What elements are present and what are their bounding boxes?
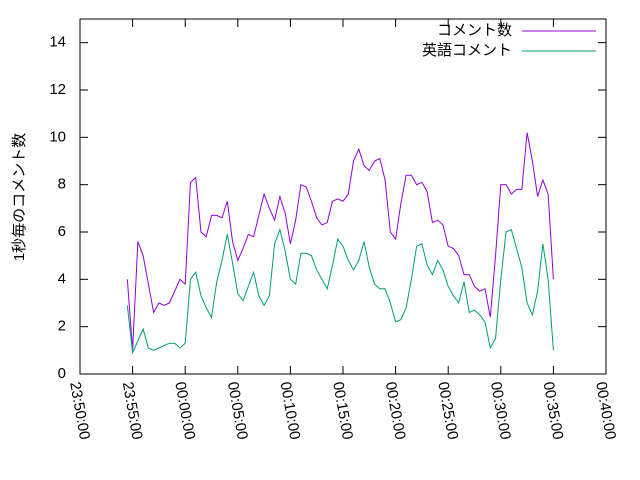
x-tick-label: 00:40:00 [592, 380, 619, 440]
x-tick-label: 00:30:00 [487, 380, 514, 440]
x-tick-label: 23:50:00 [66, 380, 93, 440]
y-tick-label: 10 [49, 128, 66, 145]
y-tick-label: 0 [58, 365, 66, 382]
legend-label: 英語コメント [422, 41, 512, 59]
series-line [126, 132, 554, 351]
plot-border [79, 18, 607, 375]
x-tick-label: 00:15:00 [329, 380, 356, 440]
x-tick-label: 00:00:00 [171, 380, 198, 440]
y-tick-label: 12 [49, 81, 66, 98]
x-tick-label: 00:35:00 [540, 380, 567, 440]
y-tick-label: 6 [58, 223, 66, 240]
y-tick-label: 4 [58, 270, 66, 287]
x-tick-label: 00:25:00 [434, 380, 461, 440]
y-tick-label: 8 [58, 176, 66, 193]
legend-label: コメント数 [437, 22, 512, 39]
y-axis-label: 1秒毎のコメント数 [11, 133, 28, 261]
x-tick-label: 00:10:00 [277, 380, 304, 440]
x-tick-label: 00:20:00 [382, 380, 409, 440]
x-tick-label: 00:05:00 [224, 380, 251, 440]
y-tick-label: 2 [58, 318, 66, 335]
y-tick-label: 14 [49, 34, 66, 51]
x-tick-label: 23:55:00 [119, 380, 146, 440]
series-line [126, 227, 554, 355]
